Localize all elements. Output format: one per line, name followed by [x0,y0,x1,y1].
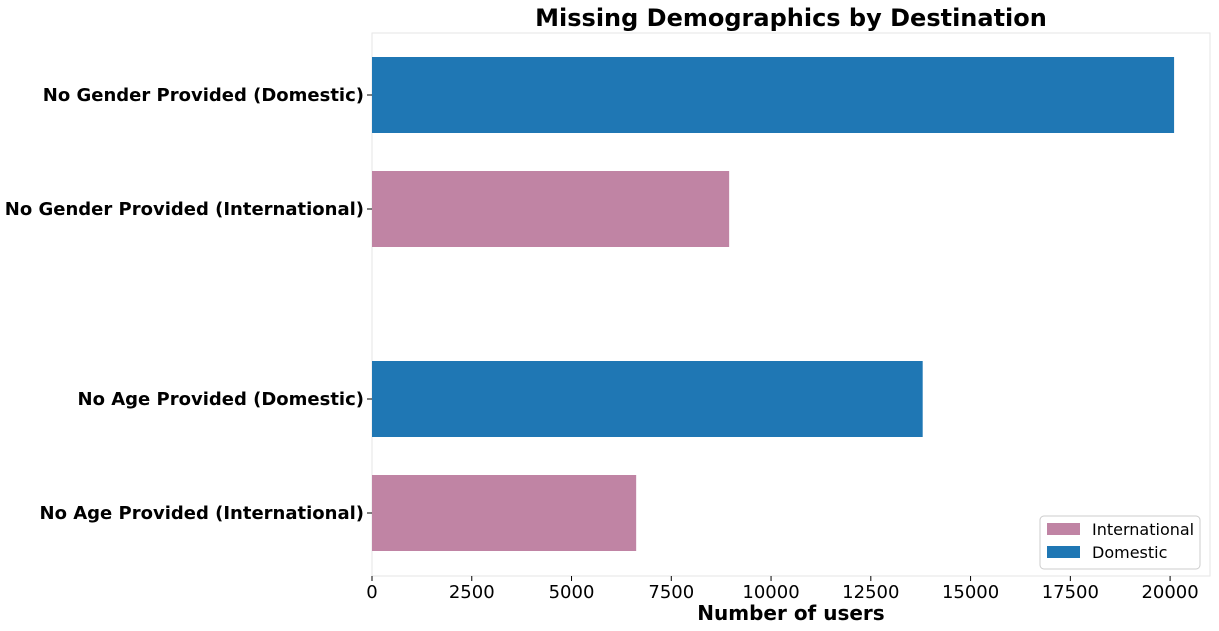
chart-title: Missing Demographics by Destination [535,4,1047,32]
y-axis: No Gender Provided (Domestic) No Gender P… [5,85,372,524]
x-tick-label: 20000 [1141,582,1198,603]
bar-no-gender-provided-international [372,171,730,247]
x-axis: 0 2500 5000 7500 10000 12500 15000 17500 20000 [366,576,1199,603]
legend-swatch-international [1047,523,1080,535]
y-tick-label: No Gender Provided (International) [5,199,364,220]
legend-swatch-domestic [1047,546,1080,558]
x-tick-label: 5000 [549,582,595,603]
x-tick-label: 0 [366,582,377,603]
x-tick-label: 10000 [742,582,799,603]
plot-area-frame [371,32,1211,577]
x-tick-label: 7500 [648,582,694,603]
y-tick-label: No Age Provided (International) [40,503,364,524]
y-tick-label: No Gender Provided (Domestic) [43,85,364,106]
bar-no-age-provided-international [372,475,637,551]
x-tick-label: 17500 [1042,582,1099,603]
legend-label-domestic: Domestic [1092,543,1167,562]
legend: International Domestic [1039,515,1201,570]
legend-label-international: International [1092,520,1194,539]
x-tick-label: 2500 [449,582,495,603]
x-tick-label: 15000 [942,582,999,603]
y-tick-label: No Age Provided (Domestic) [78,389,364,410]
bars-layer [372,57,1175,551]
x-axis-label: Number of users [697,601,884,625]
bar-no-age-provided-domestic [372,361,923,437]
x-tick-label: 12500 [842,582,899,603]
bar-no-gender-provided-domestic [372,57,1175,133]
